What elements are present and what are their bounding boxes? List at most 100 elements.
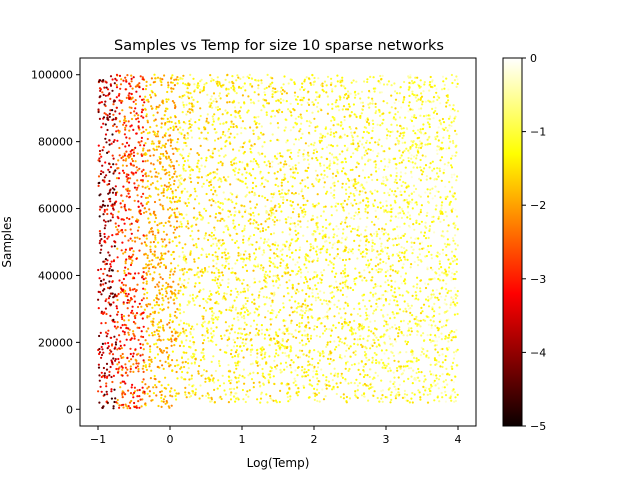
scatter-point [445, 215, 448, 218]
scatter-point [241, 145, 244, 149]
scatter-point [298, 248, 301, 252]
scatter-point [232, 219, 235, 222]
scatter-point [297, 366, 300, 369]
scatter-point [318, 178, 321, 181]
scatter-point [419, 98, 422, 101]
scatter-point [159, 152, 162, 156]
scatter-point [123, 319, 126, 322]
scatter-point [181, 246, 184, 250]
scatter-point [236, 344, 239, 348]
scatter-point [454, 129, 457, 132]
scatter-point [425, 254, 428, 258]
scatter-point [304, 203, 307, 206]
scatter-point [183, 160, 186, 163]
scatter-point [418, 140, 421, 143]
scatter-point [186, 137, 189, 140]
scatter-point [382, 315, 385, 318]
scatter-point [153, 133, 156, 136]
scatter-point [438, 267, 441, 270]
scatter-point [454, 293, 457, 296]
scatter-point [191, 297, 194, 300]
scatter-point [367, 159, 370, 163]
scatter-point [438, 167, 441, 170]
scatter-point [294, 117, 297, 120]
scatter-point [260, 82, 263, 85]
scatter-point [326, 132, 329, 135]
scatter-point [272, 284, 275, 287]
scatter-point [326, 95, 329, 98]
scatter-point [447, 88, 450, 91]
scatter-point [353, 227, 356, 230]
scatter-point [298, 341, 301, 344]
scatter-point [178, 344, 182, 347]
scatter-point [314, 394, 317, 398]
scatter-point [197, 229, 200, 232]
scatter-point [408, 101, 411, 104]
scatter-point [452, 141, 455, 145]
scatter-point [320, 173, 323, 176]
scatter-point [411, 198, 414, 201]
scatter-point [150, 358, 153, 361]
scatter-point [413, 393, 416, 396]
scatter-point [384, 262, 388, 265]
scatter-point [201, 342, 205, 345]
scatter-point [395, 163, 398, 166]
scatter-point [340, 205, 343, 208]
scatter-point [185, 225, 188, 228]
scatter-point [446, 230, 449, 233]
scatter-point [294, 229, 297, 232]
scatter-point [202, 297, 205, 301]
scatter-point [221, 264, 224, 267]
scatter-point [386, 102, 389, 105]
scatter-point [180, 225, 183, 228]
scatter-point [198, 213, 201, 216]
scatter-point [445, 94, 448, 97]
scatter-point [311, 214, 314, 217]
scatter-point [263, 356, 266, 359]
scatter-point [398, 134, 401, 138]
scatter-point [305, 354, 308, 357]
scatter-point [329, 292, 332, 295]
scatter-point [344, 238, 347, 241]
scatter-point [316, 216, 319, 219]
scatter-point [259, 397, 263, 400]
scatter-point [440, 332, 443, 335]
scatter-point [257, 296, 260, 299]
scatter-point [136, 169, 139, 172]
scatter-point [212, 237, 215, 241]
scatter-point [177, 186, 180, 189]
scatter-point [153, 271, 156, 274]
scatter-point [342, 202, 345, 205]
scatter-point [444, 358, 447, 362]
scatter-point [267, 171, 270, 174]
scatter-point [336, 375, 339, 378]
scatter-point [429, 319, 432, 322]
scatter-point [333, 184, 336, 187]
scatter-point [340, 372, 343, 375]
scatter-point [281, 338, 284, 341]
scatter-point [203, 83, 206, 86]
scatter-point [436, 131, 439, 134]
scatter-point [380, 297, 383, 300]
scatter-point [304, 213, 307, 216]
scatter-point [383, 341, 386, 344]
scatter-point [204, 128, 207, 131]
scatter-point [181, 94, 184, 98]
scatter-point [182, 311, 185, 314]
scatter-point [362, 105, 365, 108]
scatter-point [210, 374, 213, 377]
scatter-point [226, 73, 229, 76]
scatter-point [348, 195, 351, 198]
scatter-point [173, 328, 176, 331]
scatter-point [202, 288, 205, 291]
scatter-point [269, 83, 272, 86]
scatter-point [410, 245, 413, 249]
scatter-point [221, 164, 224, 167]
scatter-point [385, 128, 388, 131]
scatter-point [175, 316, 178, 319]
scatter-point [137, 226, 140, 229]
scatter-point [384, 246, 387, 249]
scatter-point [149, 170, 152, 173]
scatter-point [317, 350, 320, 353]
scatter-point [123, 291, 126, 294]
